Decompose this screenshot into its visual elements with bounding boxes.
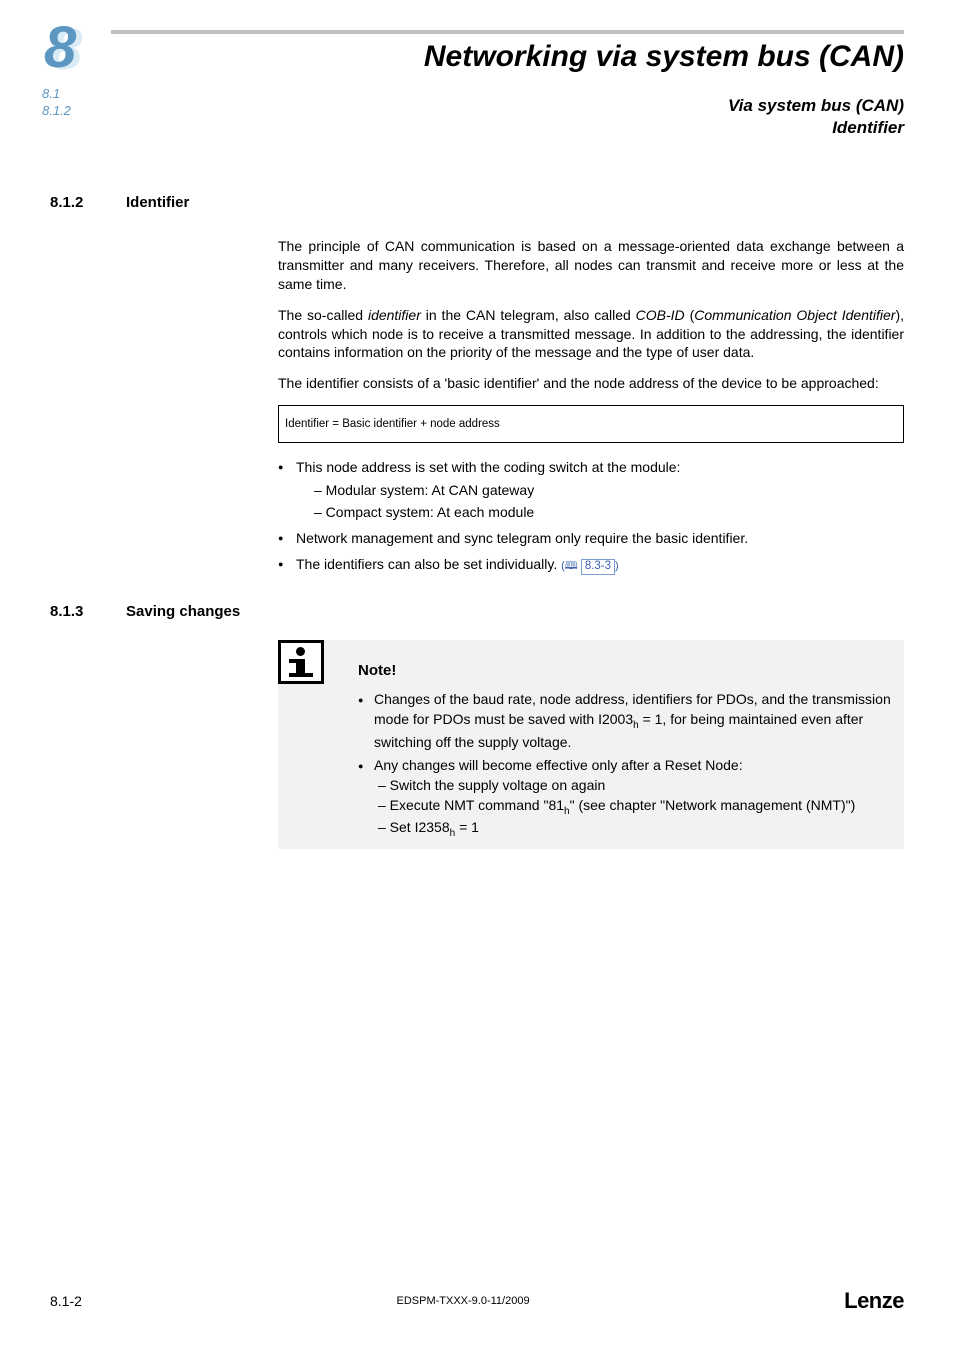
text: Any changes will become effective only a… — [374, 757, 743, 773]
list-item: This node address is set with the coding… — [278, 457, 904, 522]
formula-text: Identifier = Basic identifier + node add… — [285, 418, 500, 430]
note-block: Note! Changes of the baud rate, node add… — [278, 640, 904, 849]
text-emphasis: Communication Object Identifier — [694, 307, 895, 323]
text-emphasis: COB-ID — [636, 307, 685, 323]
list-subitem: – Compact system: At each module — [308, 502, 904, 522]
list-text: The identifiers can also be set individu… — [296, 556, 561, 572]
section-title: Identifier — [126, 194, 189, 211]
note-header: Note! — [278, 640, 904, 684]
info-icon — [278, 640, 324, 684]
text: The so-called — [278, 307, 368, 323]
chapter-title: Networking via system bus (CAN) — [424, 40, 904, 74]
section-heading-813: 8.1.3 Saving changes — [50, 603, 904, 620]
text: in the CAN telegram, also called — [421, 307, 636, 323]
text: – Execute NMT command "81 — [378, 797, 564, 813]
text: = 1 — [455, 819, 479, 835]
page-header: Networking via system bus (CAN) Via syst… — [424, 40, 904, 138]
section-subtitle-2: Identifier — [424, 118, 904, 138]
paragraph: The so-called identifier in the CAN tele… — [278, 306, 904, 363]
text: " (see chapter "Network management (NMT)… — [570, 797, 856, 813]
list-subitem: – Set I2358h = 1 — [376, 818, 896, 841]
chapter-badge: 8 8 — [42, 22, 94, 80]
list-subitem: – Switch the supply voltage on again — [376, 776, 896, 796]
bullet-list: This node address is set with the coding… — [278, 457, 904, 575]
list-text: Network management and sync telegram onl… — [296, 530, 748, 546]
list-subitem: – Modular system: At CAN gateway — [308, 480, 904, 500]
formula-box: Identifier = Basic identifier + node add… — [278, 405, 904, 443]
list-item: Changes of the baud rate, node address, … — [358, 690, 896, 752]
section-num-8.1.2: 8.1.2 — [42, 102, 71, 120]
paragraph: The principle of CAN communication is ba… — [278, 237, 904, 294]
section-subtitle-1: Via system bus (CAN) — [424, 96, 904, 116]
section-number: 8.1.2 — [50, 194, 126, 211]
page-content: 8.1.2 Identifier The principle of CAN co… — [50, 194, 904, 849]
text: – Set I2358 — [378, 819, 450, 835]
header-rule-gap — [105, 30, 111, 34]
chapter-number: 8 — [44, 14, 76, 81]
crossref-prefix: (🕮 — [561, 560, 581, 572]
section-number: 8.1.3 — [50, 603, 126, 620]
brand-logo: Lenze — [844, 1288, 904, 1314]
list-item: The identifiers can also be set individu… — [278, 554, 904, 575]
section-heading-812: 8.1.2 Identifier — [50, 194, 904, 211]
section-numbers-sidebar: 8.1 8.1.2 — [42, 86, 71, 120]
note-title: Note! — [358, 662, 396, 679]
list-subitem: – Execute NMT command "81h" (see chapter… — [376, 796, 896, 819]
text: ( — [685, 307, 695, 323]
text-emphasis: identifier — [368, 307, 421, 323]
document-id: EDSPM-TXXX-9.0-11/2009 — [396, 1295, 529, 1307]
crossref-suffix: ) — [615, 560, 619, 572]
crossref-link[interactable]: 8.3-3 — [581, 559, 615, 575]
paragraph: The identifier consists of a 'basic iden… — [278, 374, 904, 393]
section-num-8.1: 8.1 — [42, 86, 71, 102]
section-title: Saving changes — [126, 603, 240, 620]
page-number: 8.1-2 — [50, 1293, 82, 1309]
header-rule — [105, 30, 904, 34]
page-footer: 8.1-2 EDSPM-TXXX-9.0-11/2009 Lenze — [50, 1288, 904, 1314]
note-list: Changes of the baud rate, node address, … — [358, 690, 896, 841]
list-item: Network management and sync telegram onl… — [278, 528, 904, 548]
list-text: This node address is set with the coding… — [296, 459, 680, 475]
list-item: Any changes will become effective only a… — [358, 756, 896, 841]
